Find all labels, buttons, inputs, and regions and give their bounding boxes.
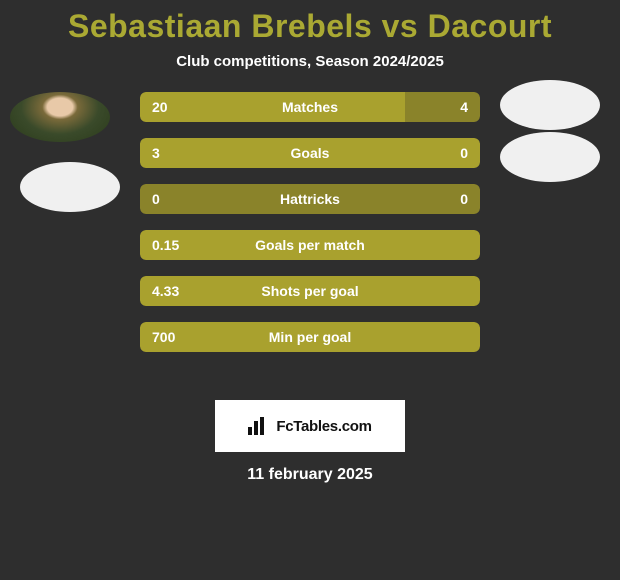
comparison-bar-row: 20 Matches 4 [140,92,480,122]
bar-value-left: 0 [152,191,160,207]
infographic: Sebastiaan Brebels vs Dacourt Club compe… [0,0,620,484]
bar-fill-right [405,92,480,122]
page-title: Sebastiaan Brebels vs Dacourt [0,8,620,45]
date-text: 11 february 2025 [0,466,620,484]
bar-chart-icon [248,417,270,435]
comparison-bar-row: 3 Goals 0 [140,138,480,168]
bar-value-left: 700 [152,329,175,345]
comparison-bar-row: 700 Min per goal [140,322,480,352]
player-avatar-right-2 [500,132,600,182]
bar-fill-left [140,92,405,122]
bar-metric-label: Shots per goal [261,283,358,299]
bar-value-left: 3 [152,145,160,161]
logo-text: FcTables.com [276,418,371,435]
bar-metric-label: Min per goal [269,329,351,345]
bar-metric-label: Goals per match [255,237,365,253]
comparison-bars: 20 Matches 4 3 Goals 0 0 Hattricks 0 0.15 Goals pe… [140,92,480,368]
bar-value-left: 4.33 [152,283,179,299]
bar-value-right: 4 [460,99,468,115]
player-avatar-left-1 [10,92,110,142]
logo-box: FcTables.com [215,400,405,452]
bar-value-left: 0.15 [152,237,179,253]
comparison-chart: 20 Matches 4 3 Goals 0 0 Hattricks 0 0.15 Goals pe… [0,92,620,392]
comparison-bar-row: 0.15 Goals per match [140,230,480,260]
comparison-bar-row: 4.33 Shots per goal [140,276,480,306]
bar-metric-label: Goals [291,145,330,161]
comparison-bar-row: 0 Hattricks 0 [140,184,480,214]
player-avatar-left-2 [20,162,120,212]
bar-value-right: 0 [460,145,468,161]
bar-metric-label: Matches [282,99,338,115]
bar-value-left: 20 [152,99,168,115]
player-avatar-right-1 [500,80,600,130]
bar-value-right: 0 [460,191,468,207]
bar-metric-label: Hattricks [280,191,340,207]
page-subtitle: Club competitions, Season 2024/2025 [0,53,620,70]
